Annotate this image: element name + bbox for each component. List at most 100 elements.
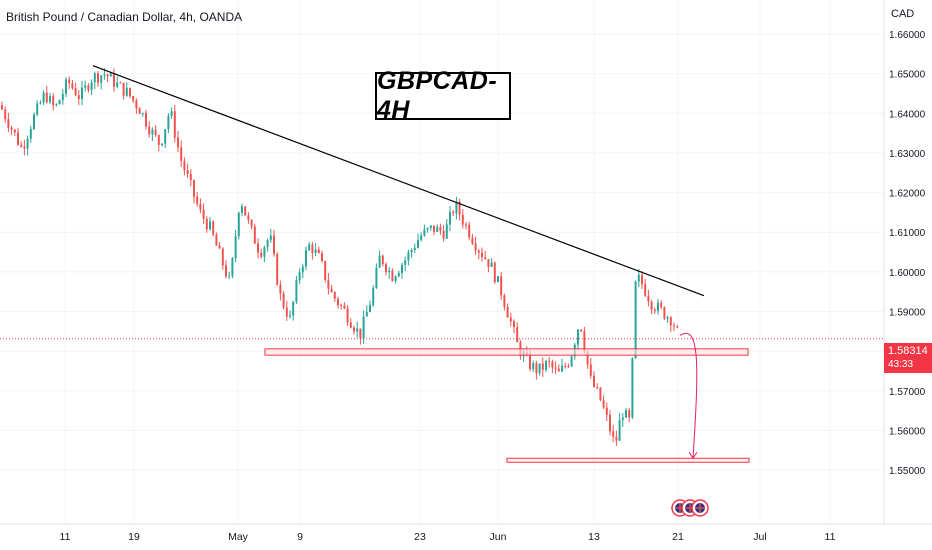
candle-body [212,221,215,235]
price-tick-label: 1.55000 [889,466,926,477]
candle-body [180,147,183,161]
currency-label: CAD [891,8,915,20]
candle-body [186,170,189,175]
candle-body [551,361,554,368]
candle-body [71,83,74,89]
candle-body [241,206,243,213]
candle-body [532,363,535,370]
candle-body [548,361,551,363]
candle-body [324,260,327,281]
candle-body [340,304,343,306]
time-tick-label: 11 [825,531,836,543]
price-tick-label: 1.56000 [889,427,926,438]
candle-body [84,85,87,88]
candle-body [177,137,179,148]
candle-body [516,327,519,343]
time-tick-label: Jun [490,531,507,543]
candle-body [81,87,83,100]
candle-body [113,73,115,87]
candle-body [397,272,400,277]
candle-body [362,316,365,339]
candle-body [458,201,461,215]
candle-body [538,363,541,374]
candle-body [541,363,544,370]
chart-annotation-label[interactable]: GBPCAD-4H [375,67,511,124]
candle-body [388,270,391,273]
candle-body [1,105,3,110]
candle-body [509,317,512,322]
candle-body [567,365,570,367]
candle-body [477,250,480,253]
descending-trendline [92,65,705,297]
candle-body [343,305,346,309]
candle-body [305,250,307,267]
candle-body [391,270,394,282]
candle-body [513,321,515,328]
candle-body [644,284,647,296]
candle-body [52,96,55,106]
candle-body [455,201,458,214]
candle-body [109,73,112,77]
candle-body [500,276,503,296]
candle-body [167,115,170,130]
candle-body [327,280,330,289]
candle-body [33,114,35,129]
candle-body [625,409,627,418]
candle-body [484,256,487,260]
candle-body [657,302,659,312]
candle-body [257,243,259,253]
candle-body [116,82,119,87]
candle-body [10,127,13,130]
time-tick-label: 21 [672,531,684,543]
candle-body [465,224,467,226]
candle-body [39,102,42,104]
price-tick-label: 1.63000 [889,149,926,160]
candle-body [298,272,301,281]
candle-body [170,111,173,116]
candle-body [481,252,483,257]
candle-body [365,311,368,317]
time-tick-label: May [228,531,249,543]
candle-body [385,264,387,273]
candle-body [676,326,679,328]
candle-body [234,236,237,259]
price-tick-label: 1.60000 [889,268,926,279]
candle-body [151,129,154,135]
time-axis[interactable]: 11 19 May 9 23 Jun 13 21 Jul 11 [60,531,836,543]
candle-body [87,85,90,91]
price-tick-label: 1.62000 [889,189,926,200]
candle-body [650,301,653,310]
candle-body [401,264,403,273]
candle-body [138,108,141,114]
arrow-head [688,451,698,460]
candle-body [218,245,221,249]
candle-body [557,368,560,372]
candle-body [442,230,445,239]
candle-body [666,317,669,319]
price-axis[interactable]: 1.550001.560001.570001.580001.590001.600… [889,30,926,477]
candle-body [628,409,631,418]
candle-body [337,298,339,305]
symbol-title[interactable]: British Pound / Canadian Dollar, 4h, OAN… [6,10,243,24]
candle-body [452,211,455,214]
candle-body [29,128,32,139]
candle-body [55,104,58,106]
candle-body [90,82,93,91]
candle-body [369,304,371,312]
candle-body [375,267,378,288]
candle-body [359,328,362,339]
candle-body [410,250,413,253]
candle-body [381,255,384,265]
candle-body [154,129,157,136]
candle-body [196,196,199,204]
candle-body [183,160,186,171]
candle-body [311,244,314,253]
candle-body [580,329,583,332]
candle-body [74,88,77,96]
candle-body [593,375,595,387]
candle-body [445,224,448,239]
candle-body [561,365,563,372]
candle-body [605,407,608,416]
projection-arrow [679,333,698,459]
